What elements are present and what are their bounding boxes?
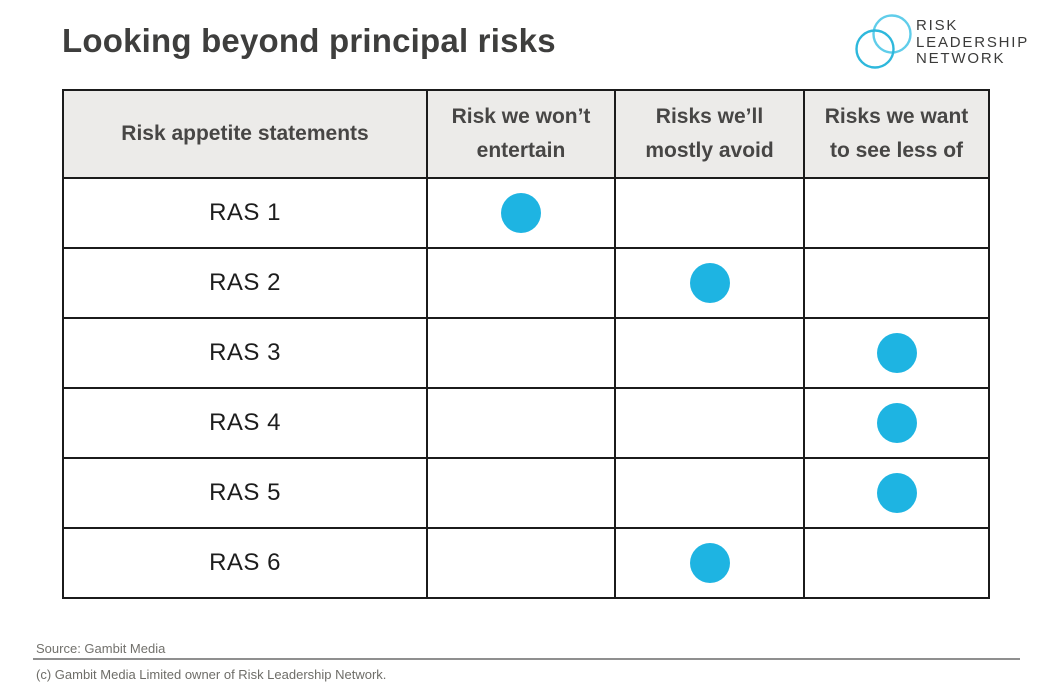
table-row: RAS 1 <box>62 177 990 249</box>
source-text: Source: Gambit Media <box>36 641 166 656</box>
cell <box>426 457 616 529</box>
cell <box>803 177 990 249</box>
risk-dot <box>876 473 917 513</box>
cell <box>803 317 990 389</box>
risk-dot <box>876 333 917 373</box>
copyright-text: (c) Gambit Media Limited owner of Risk L… <box>36 667 387 682</box>
logo: RISK LEADERSHIP NETWORK <box>852 12 1029 74</box>
cell <box>426 247 616 319</box>
row-label-ras-5: RAS 5 <box>62 457 428 529</box>
column-header-risk-appetite-statements: Risk appetite statements <box>62 89 428 179</box>
logo-circle-light <box>872 14 912 54</box>
risk-dot <box>689 543 730 583</box>
risk-dot <box>876 403 917 443</box>
cell <box>614 247 805 319</box>
logo-line-leadership: LEADERSHIP <box>916 33 1030 51</box>
header-row: Risk appetite statements Risk we won’t e… <box>62 89 990 179</box>
cell <box>614 317 805 389</box>
cell <box>803 247 990 319</box>
cell <box>803 457 990 529</box>
cell <box>614 387 805 459</box>
cell <box>426 527 616 599</box>
logo-line-risk: RISK <box>916 17 959 35</box>
cell <box>614 177 805 249</box>
table-row: RAS 4 <box>62 387 990 459</box>
risk-dot <box>501 193 541 233</box>
logo-wordmark: RISK LEADERSHIP NETWORK <box>916 18 1029 68</box>
table-row: RAS 5 <box>62 457 990 529</box>
table-row: RAS 2 <box>62 247 990 319</box>
table-row: RAS 3 <box>62 317 990 389</box>
row-label-ras-3: RAS 3 <box>62 317 428 389</box>
cell <box>426 317 616 389</box>
row-label-ras-2: RAS 2 <box>62 247 428 319</box>
overlapping-circles-icon <box>855 14 912 69</box>
column-header-risks-well-mostly-avoid: Risks we’ll mostly avoid <box>614 89 805 179</box>
column-header-risks-we-want-to-see-less-of: Risks we want to see less of <box>803 89 990 179</box>
page-title: Looking beyond principal risks <box>62 22 556 59</box>
risk-dot <box>689 263 730 303</box>
cell <box>614 457 805 529</box>
footer-divider <box>33 658 1020 660</box>
cell <box>426 177 616 249</box>
table-row: RAS 6 <box>62 527 990 599</box>
cell <box>614 527 805 599</box>
cell <box>426 387 616 459</box>
row-label-ras-6: RAS 6 <box>62 527 428 599</box>
row-label-ras-4: RAS 4 <box>62 387 428 459</box>
row-label-ras-1: RAS 1 <box>62 177 428 249</box>
column-header-risk-we-wont-entertain: Risk we won’t entertain <box>426 89 616 179</box>
logo-circle-dark <box>855 29 895 69</box>
cell <box>803 387 990 459</box>
risk-appetite-table: Risk appetite statements Risk we won’t e… <box>62 89 990 599</box>
cell <box>803 527 990 599</box>
logo-line-network: NETWORK <box>916 50 1006 68</box>
